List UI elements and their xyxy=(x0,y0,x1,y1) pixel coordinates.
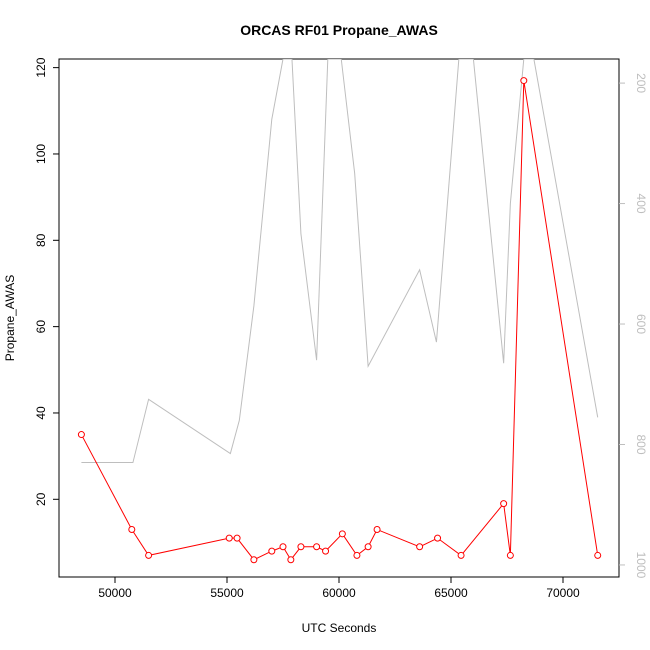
data-point xyxy=(322,547,330,555)
x-axis: 50000 55000 60000 65000 70000 xyxy=(98,577,580,600)
data-point xyxy=(297,543,305,551)
data-point xyxy=(287,556,295,564)
x-tick-label: 65000 xyxy=(434,586,468,600)
series-right-line xyxy=(81,59,599,464)
y-tick-label: 60 xyxy=(34,320,48,334)
data-point xyxy=(353,551,361,559)
data-point xyxy=(520,77,528,85)
y-axis-label: Propane_AWAS xyxy=(3,275,17,362)
series-right xyxy=(81,59,599,464)
data-point xyxy=(233,534,241,542)
data-point xyxy=(457,551,465,559)
y2-tick-label: 400 xyxy=(634,194,648,214)
data-point xyxy=(416,543,424,551)
plot-frame xyxy=(58,58,620,578)
data-point xyxy=(145,551,153,559)
y-tick-label: 20 xyxy=(34,492,48,506)
y-tick-label: 100 xyxy=(34,144,48,164)
data-point xyxy=(268,547,276,555)
y-axis-left: 20 40 60 80 100 120 xyxy=(34,57,59,506)
series-layer xyxy=(77,59,602,564)
data-point xyxy=(225,534,233,542)
data-point xyxy=(128,526,136,534)
x-tick-label: 55000 xyxy=(210,586,244,600)
y-tick-label: 120 xyxy=(34,57,48,77)
series-left xyxy=(80,80,599,561)
data-point xyxy=(77,431,85,439)
x-tick-label: 50000 xyxy=(98,586,132,600)
y2-tick-label: 800 xyxy=(634,434,648,454)
y-tick-label: 40 xyxy=(34,406,48,420)
data-point xyxy=(500,500,508,508)
x-tick-label: 70000 xyxy=(546,586,580,600)
data-point xyxy=(594,551,602,559)
data-point xyxy=(364,543,372,551)
series-left-line xyxy=(80,80,599,561)
data-point xyxy=(250,556,258,564)
y-tick-label: 80 xyxy=(34,233,48,247)
data-point xyxy=(434,534,442,542)
data-point xyxy=(313,543,321,551)
y2-tick-label: 200 xyxy=(634,73,648,93)
data-point xyxy=(338,530,346,538)
data-point xyxy=(279,543,287,551)
y2-tick-label: 1000 xyxy=(634,552,648,579)
data-point xyxy=(506,551,514,559)
chart-title: ORCAS RF01 Propane_AWAS xyxy=(240,22,438,38)
data-point xyxy=(373,526,381,534)
x-axis-label: UTC Seconds xyxy=(302,621,377,635)
y2-tick-label: 600 xyxy=(634,314,648,334)
y-axis-right: 200 400 600 800 1000 xyxy=(619,73,648,579)
x-tick-label: 60000 xyxy=(322,586,356,600)
